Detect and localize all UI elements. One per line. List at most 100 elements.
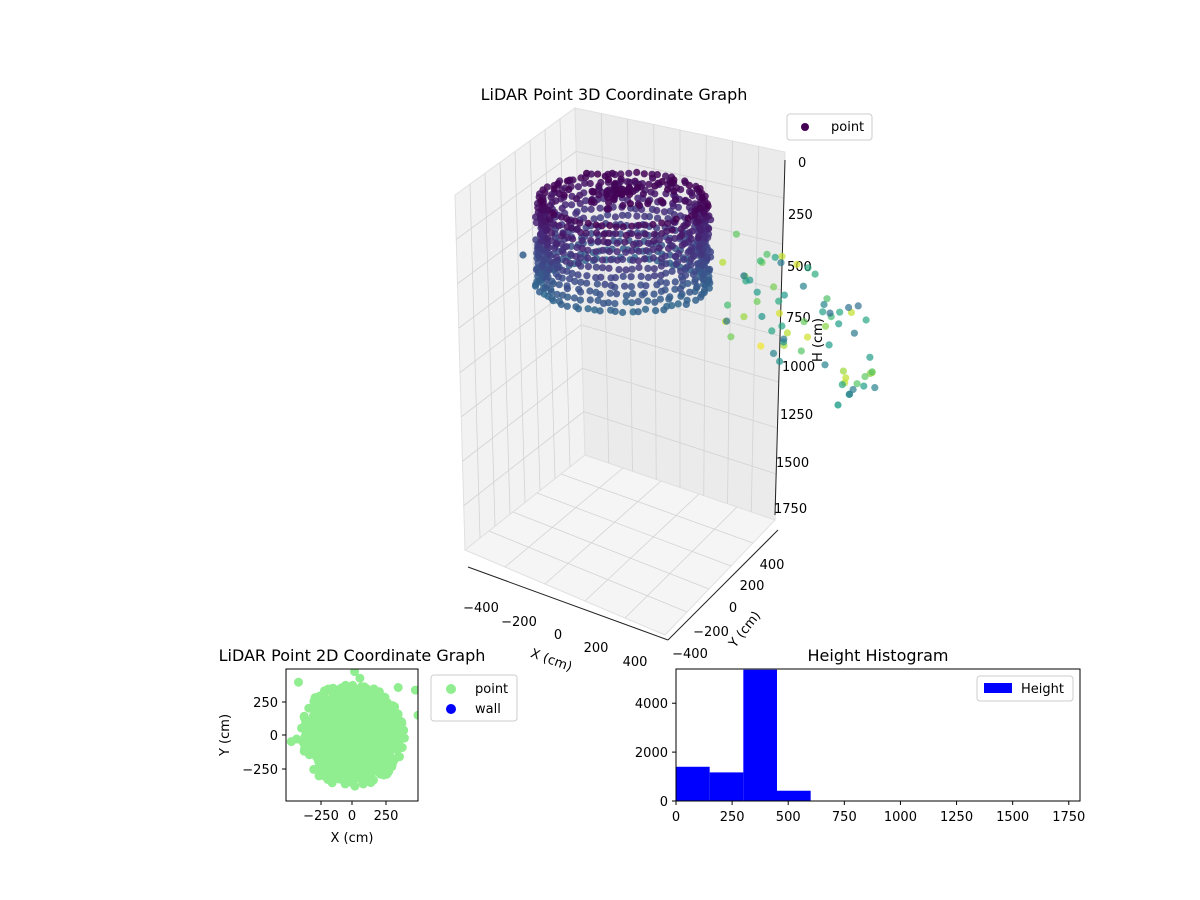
data-point	[532, 265, 541, 274]
data-point	[600, 230, 608, 238]
data-point	[687, 235, 695, 243]
data-point	[633, 212, 641, 220]
data-point	[577, 288, 585, 296]
data-point	[842, 374, 850, 382]
data-point	[560, 191, 568, 199]
data-point	[598, 264, 607, 272]
chart-2d-x-tick: 250	[374, 809, 399, 824]
histogram-bar	[743, 669, 777, 801]
data-point	[286, 737, 296, 747]
data-point	[629, 256, 637, 264]
data-point	[594, 296, 602, 305]
data-point	[652, 307, 660, 315]
data-point	[621, 282, 629, 290]
data-point	[634, 308, 642, 316]
data-point	[374, 758, 384, 768]
data-point	[689, 270, 698, 278]
data-point	[845, 303, 853, 312]
data-point	[671, 285, 679, 293]
data-point	[644, 297, 652, 305]
data-point	[854, 302, 862, 310]
data-point	[768, 327, 776, 335]
data-point	[634, 298, 642, 306]
data-point	[563, 285, 572, 293]
chart-2d-legend-marker-wall	[446, 704, 456, 714]
data-point	[536, 231, 545, 239]
data-point	[663, 227, 671, 235]
data-point	[664, 185, 672, 194]
data-point	[572, 209, 580, 217]
data-point	[644, 264, 652, 272]
data-point	[671, 196, 680, 204]
data-point	[327, 684, 337, 694]
data-point	[696, 204, 704, 212]
histogram-frame	[675, 668, 1081, 802]
data-point	[826, 309, 834, 317]
data-point	[740, 313, 748, 321]
data-point	[629, 289, 637, 298]
data-point	[396, 717, 406, 727]
data-point	[866, 353, 874, 361]
data-point	[641, 221, 649, 229]
data-point	[310, 704, 320, 714]
data-point	[340, 779, 350, 789]
data-point	[753, 288, 761, 296]
grid-line	[504, 467, 624, 568]
data-point	[582, 229, 590, 237]
data-point	[629, 240, 638, 249]
data-point	[658, 178, 666, 186]
data-point	[622, 266, 630, 274]
data-point	[634, 232, 642, 240]
data-point	[574, 183, 583, 191]
data-point	[584, 263, 593, 271]
grid-line	[750, 146, 760, 512]
data-point	[769, 349, 778, 357]
data-point	[665, 236, 673, 245]
data-point	[691, 276, 699, 284]
data-point	[697, 293, 705, 301]
chart-3d-legend: point	[786, 113, 873, 141]
data-point	[649, 245, 657, 253]
data-point	[658, 219, 666, 227]
grid-line	[463, 411, 584, 506]
data-point	[640, 289, 649, 297]
data-point	[732, 230, 741, 238]
data-point	[577, 228, 585, 237]
data-point	[552, 240, 561, 248]
data-point	[582, 197, 590, 205]
histogram-x-tick: 1000	[884, 810, 917, 825]
data-point	[574, 260, 582, 268]
data-point	[596, 290, 604, 299]
data-point	[587, 236, 595, 245]
data-point	[584, 246, 592, 254]
chart-2d-points	[286, 669, 418, 791]
chart-3d-z-label: H (cm)	[811, 318, 826, 362]
data-point	[634, 184, 642, 192]
chart-3d-y-tick: 200	[740, 579, 765, 594]
data-point	[580, 205, 589, 213]
data-point	[780, 335, 788, 343]
data-point	[593, 280, 602, 288]
data-point	[676, 285, 685, 293]
data-point	[631, 177, 639, 185]
histogram-y-tick: 4000	[635, 697, 668, 712]
histogram-bars	[676, 669, 1013, 801]
data-point	[662, 172, 670, 180]
data-point	[623, 188, 631, 196]
data-point	[664, 220, 672, 228]
data-point	[656, 295, 665, 303]
data-point	[651, 182, 659, 190]
data-point	[681, 197, 689, 205]
data-point	[835, 320, 843, 328]
data-point	[672, 215, 680, 223]
data-point	[628, 299, 636, 307]
histogram-x-tick: 1250	[940, 810, 973, 825]
data-point	[594, 237, 602, 245]
data-point	[599, 246, 607, 254]
data-point	[687, 261, 695, 269]
chart-3d-floor-pane	[464, 454, 776, 636]
data-point	[539, 245, 547, 253]
data-point	[670, 176, 678, 184]
data-point	[649, 220, 657, 229]
data-point	[674, 258, 682, 266]
